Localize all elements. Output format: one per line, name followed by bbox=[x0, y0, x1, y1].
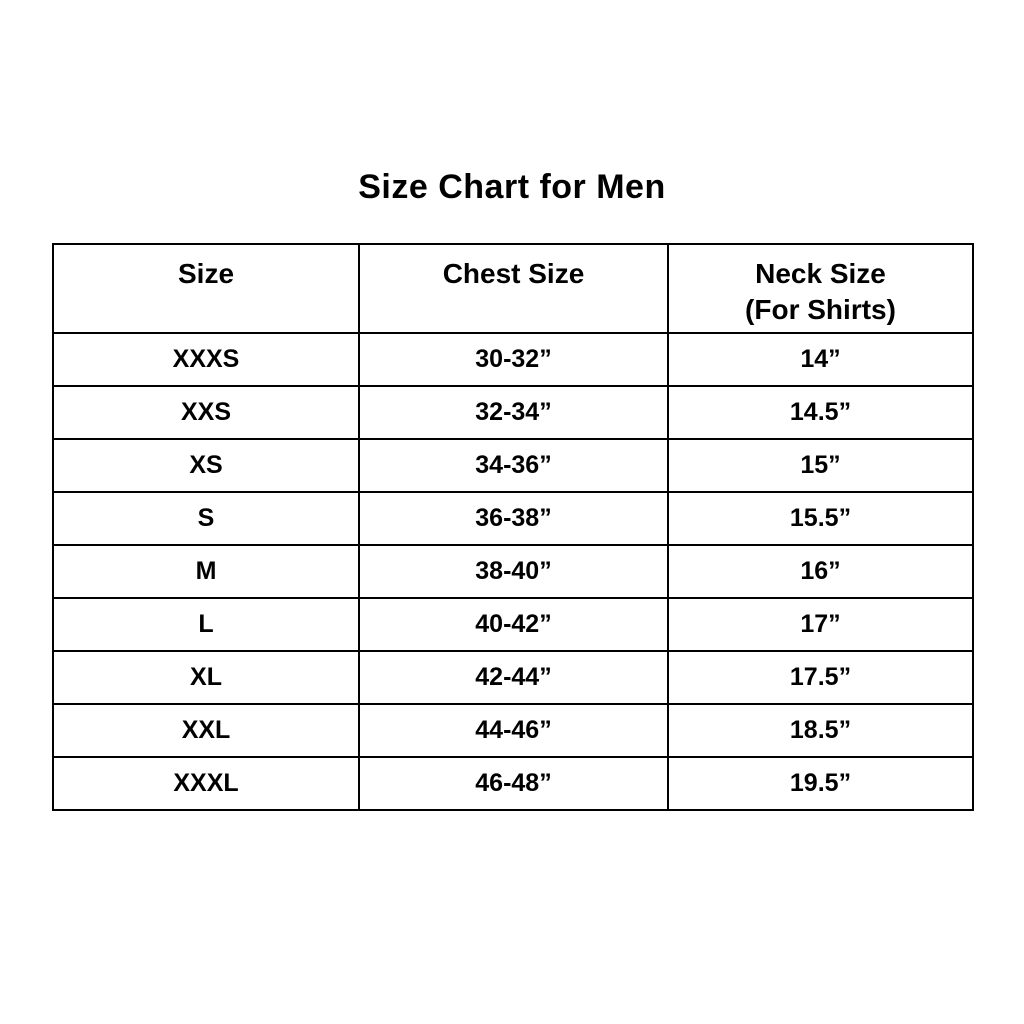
size-cell: XXS bbox=[52, 385, 360, 440]
header-neck-label-line2: (For Shirts) bbox=[745, 294, 896, 325]
size-cell: XXXL bbox=[52, 756, 360, 811]
table-row: XXL 44-46” 18.5” bbox=[52, 703, 974, 758]
chest-cell: 44-46” bbox=[358, 703, 669, 758]
size-cell: S bbox=[52, 491, 360, 546]
neck-cell: 14” bbox=[667, 332, 974, 387]
header-chest-size: Chest Size bbox=[358, 243, 669, 334]
table-row: XXXS 30-32” 14” bbox=[52, 332, 974, 387]
size-cell: XS bbox=[52, 438, 360, 493]
neck-cell: 17” bbox=[667, 597, 974, 652]
neck-cell: 15” bbox=[667, 438, 974, 493]
table-row: L 40-42” 17” bbox=[52, 597, 974, 652]
header-neck-label-line1: Neck Size bbox=[755, 258, 886, 289]
chest-cell: 46-48” bbox=[358, 756, 669, 811]
table-row: XL 42-44” 17.5” bbox=[52, 650, 974, 705]
table-row: XXS 32-34” 14.5” bbox=[52, 385, 974, 440]
chest-cell: 42-44” bbox=[358, 650, 669, 705]
header-chest-label: Chest Size bbox=[442, 258, 585, 289]
size-chart-table: Size Chest Size Neck Size (For Shirts) X… bbox=[52, 243, 974, 811]
chest-cell: 32-34” bbox=[358, 385, 669, 440]
size-cell: M bbox=[52, 544, 360, 599]
neck-cell: 18.5” bbox=[667, 703, 974, 758]
neck-cell: 15.5” bbox=[667, 491, 974, 546]
size-cell: XXXS bbox=[52, 332, 360, 387]
chest-cell: 30-32” bbox=[358, 332, 669, 387]
table-row: M 38-40” 16” bbox=[52, 544, 974, 599]
table-body: XXXS 30-32” 14” XXS 32-34” 14.5” XS 34-3… bbox=[52, 332, 974, 811]
chest-cell: 34-36” bbox=[358, 438, 669, 493]
chest-cell: 38-40” bbox=[358, 544, 669, 599]
header-neck-size: Neck Size (For Shirts) bbox=[667, 243, 974, 334]
table-row: XXXL 46-48” 19.5” bbox=[52, 756, 974, 811]
neck-cell: 16” bbox=[667, 544, 974, 599]
chest-cell: 36-38” bbox=[358, 491, 669, 546]
header-size-label: Size bbox=[177, 258, 235, 289]
page-title: Size Chart for Men bbox=[358, 168, 666, 206]
size-cell: XXL bbox=[52, 703, 360, 758]
neck-cell: 17.5” bbox=[667, 650, 974, 705]
table-header: Size Chest Size Neck Size (For Shirts) bbox=[52, 243, 974, 334]
header-row: Size Chest Size Neck Size (For Shirts) bbox=[52, 243, 974, 334]
size-cell: XL bbox=[52, 650, 360, 705]
neck-cell: 19.5” bbox=[667, 756, 974, 811]
header-size: Size bbox=[52, 243, 360, 334]
table-row: S 36-38” 15.5” bbox=[52, 491, 974, 546]
chest-cell: 40-42” bbox=[358, 597, 669, 652]
neck-cell: 14.5” bbox=[667, 385, 974, 440]
table-row: XS 34-36” 15” bbox=[52, 438, 974, 493]
size-cell: L bbox=[52, 597, 360, 652]
